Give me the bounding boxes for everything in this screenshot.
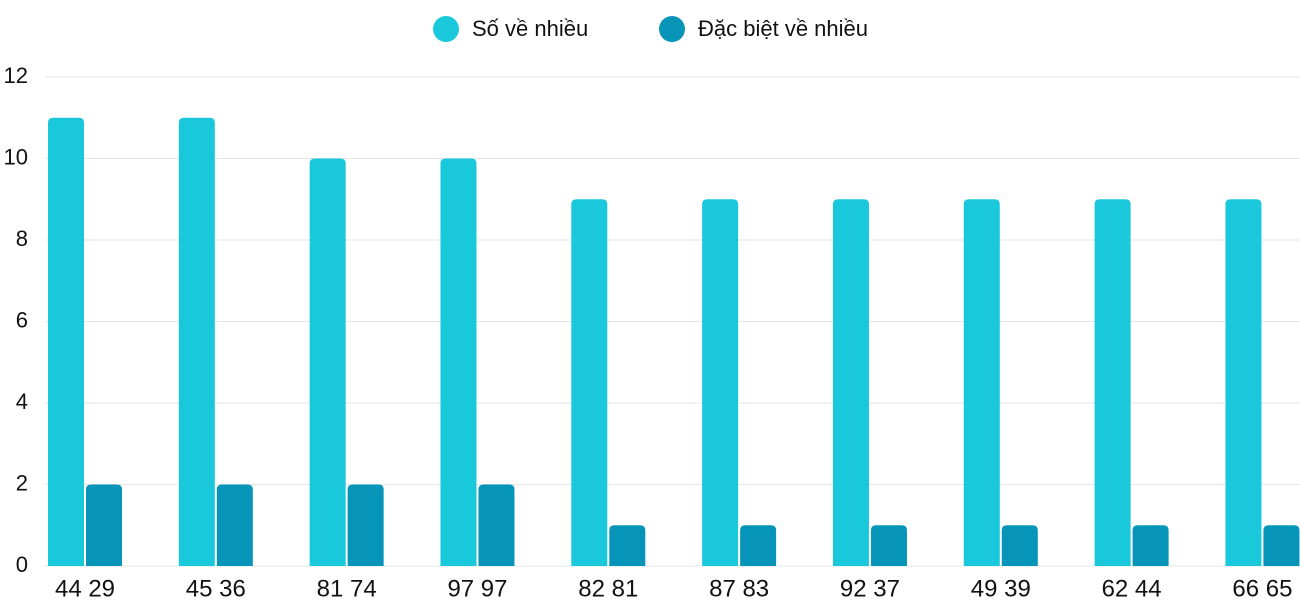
y-tick-label: 12 [4, 63, 28, 88]
bar [440, 158, 477, 566]
x-tick-label: 44 29 [55, 575, 115, 600]
x-tick-label: 82 81 [578, 575, 638, 600]
bar [1263, 525, 1300, 566]
x-tick-label: 66 65 [1232, 575, 1292, 600]
bar [478, 484, 515, 566]
x-tick-label: 62 44 [1102, 575, 1162, 600]
x-tick-label: 92 37 [840, 575, 900, 600]
y-tick-label: 0 [16, 552, 28, 577]
bar [702, 199, 739, 566]
x-tick-label: 97 97 [447, 575, 507, 600]
bar [1001, 525, 1038, 566]
bar [347, 484, 384, 566]
legend-swatch [659, 16, 685, 42]
bar [1225, 199, 1262, 566]
x-tick-label: 87 83 [709, 575, 769, 600]
bar [571, 199, 608, 566]
x-tick-label: 49 39 [971, 575, 1031, 600]
y-tick-label: 8 [16, 226, 28, 251]
legend-swatch [433, 16, 459, 42]
x-tick-label: 45 36 [186, 575, 246, 600]
bar [963, 199, 1000, 566]
bar [48, 117, 84, 566]
x-tick-label: 81 74 [317, 575, 377, 600]
bar [870, 525, 907, 566]
bar [86, 484, 122, 566]
y-tick-label: 10 [4, 144, 28, 169]
bar [832, 199, 869, 566]
bar [740, 525, 777, 566]
bar [609, 525, 646, 566]
bar [1094, 199, 1131, 566]
y-tick-label: 2 [16, 470, 28, 495]
bar [216, 484, 253, 566]
legend-label: Số về nhiều [472, 16, 588, 41]
bar [309, 158, 346, 566]
y-tick-label: 4 [16, 389, 28, 414]
bar [178, 117, 215, 566]
legend-label: Đặc biệt về nhiều [698, 16, 868, 41]
bar [1132, 525, 1169, 566]
y-tick-label: 6 [16, 307, 28, 332]
